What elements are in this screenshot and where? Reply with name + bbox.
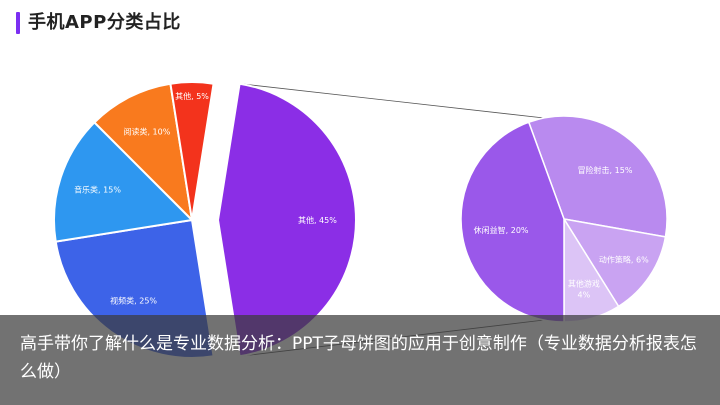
main-pie-label-4: 其他, 5% [175,91,209,101]
sub-pie-label-2-0: 其他游戏 [568,278,600,288]
connector-line-top [239,83,545,119]
sub-pie-label-0: 冒险射击, 15% [578,165,633,175]
title-accent-bar [16,12,20,34]
main-pie-label-2: 音乐类, 15% [74,184,121,194]
sub-pie-slice-1 [562,217,667,308]
sub-pie-label-1: 动作策略, 6% [599,254,649,264]
main-pie-slice-3 [93,82,194,223]
page-title: 手机APP分类占比 [28,12,181,33]
main-pie-label-0: 其他, 45% [298,215,337,225]
sub-pie-label-3: 休闲益智, 20% [474,225,529,235]
caption-overlay [0,315,720,405]
main-pie-slice-2 [53,121,195,243]
caption-text: 高手带你了解什么是专业数据分析：PPT子母饼图的应用于创意制作（专业数据分析报表… [20,334,697,382]
main-pie-label-3: 阅读类, 10% [123,127,170,137]
main-pie-slice-4 [169,81,215,221]
sub-pie-label-2-1: 4% [578,290,591,299]
main-pie-label-1: 视频类, 25% [110,295,157,305]
sub-pie-slice-0 [527,115,668,238]
